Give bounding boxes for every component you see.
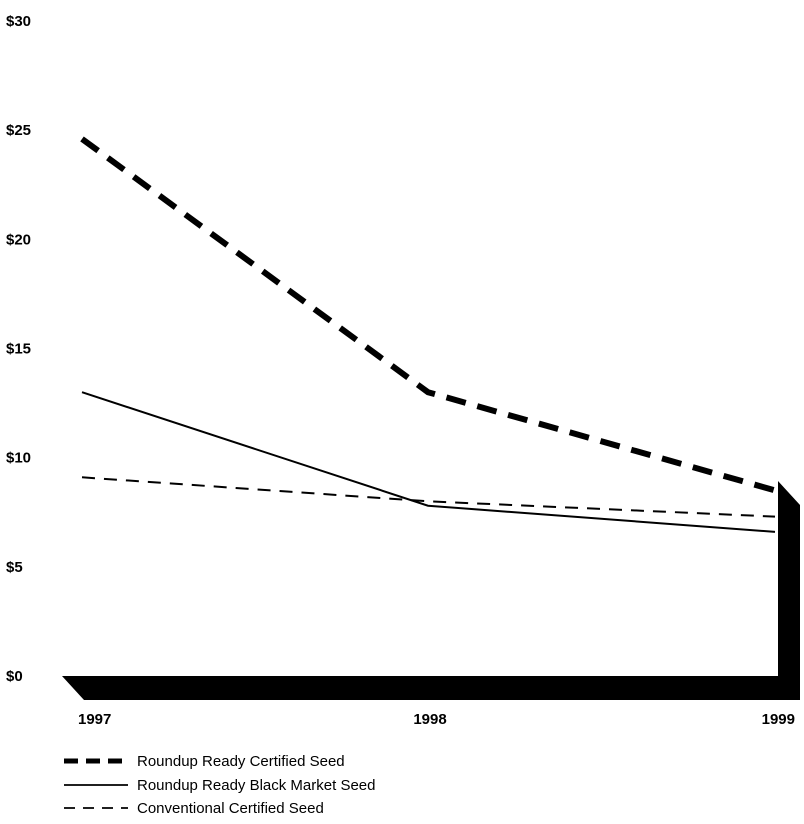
legend-label: Roundup Ready Certified Seed: [137, 753, 345, 770]
legend: Roundup Ready Certified Seed Roundup Read…: [64, 753, 375, 817]
chart-3d-floor: [62, 481, 800, 700]
series-lines: [80, 136, 776, 533]
y-tick-label: $5: [6, 559, 23, 576]
x-tick-label: 1999: [762, 711, 795, 728]
legend-label: Roundup Ready Black Market Seed: [137, 777, 375, 794]
y-tick-label: $20: [6, 231, 31, 248]
series-line: [81, 476, 776, 518]
x-tick-label: 1998: [413, 711, 446, 728]
series-line: [81, 391, 776, 533]
y-tick-label: $10: [6, 450, 31, 467]
y-tick-label: $30: [6, 13, 31, 30]
x-tick-label: 1997: [78, 711, 111, 728]
y-tick-label: $25: [6, 122, 31, 139]
x-axis-ticks: 1997 1998 1999: [78, 711, 795, 728]
y-tick-label: $15: [6, 341, 31, 358]
legend-label: Conventional Certified Seed: [137, 800, 324, 817]
y-axis-ticks: $30 $25 $20 $15 $10 $5 $0: [6, 13, 31, 685]
series-line: [80, 136, 776, 494]
floor-shape: [62, 481, 800, 700]
y-tick-label: $0: [6, 668, 23, 685]
